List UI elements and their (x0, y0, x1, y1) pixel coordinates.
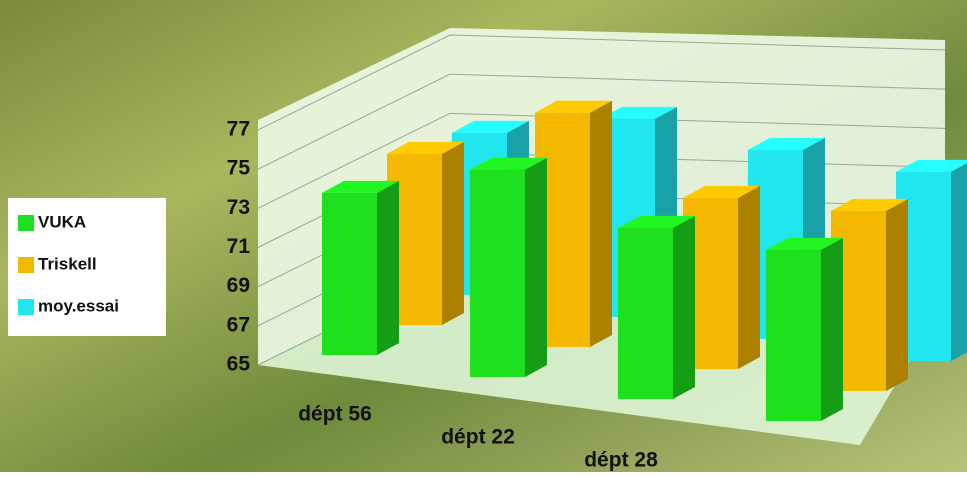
grid-line (257, 34, 946, 131)
bar-side (442, 141, 464, 325)
x-tick-label: dépt 28 (584, 449, 658, 472)
bar-top (618, 215, 695, 228)
bar-top (766, 237, 843, 250)
bar-top (600, 106, 677, 119)
bar-top (831, 198, 908, 211)
legend-swatch (18, 215, 34, 231)
x-tick-label: dépt 56 (298, 403, 372, 426)
legend-swatch (18, 257, 34, 273)
bar-side (821, 237, 843, 421)
legend-label: VUKA (38, 212, 86, 231)
legend-label: Triskell (38, 254, 97, 273)
bar-side (738, 185, 760, 369)
bar-top (683, 185, 760, 198)
bar (618, 227, 673, 399)
grid-line (257, 112, 946, 209)
bar-side (886, 198, 908, 391)
y-tick-label: 67 (227, 313, 250, 336)
y-tick-label: 65 (227, 353, 251, 376)
legend: VUKA Triskell moy.essai (8, 198, 166, 336)
y-tick-label: 71 (227, 235, 251, 258)
bar-top (452, 120, 529, 133)
legend-box (8, 198, 166, 336)
bar-top (535, 100, 612, 113)
bar-top (470, 157, 547, 170)
bar-top (896, 159, 967, 172)
y-tick-label: 69 (227, 274, 250, 297)
y-tick-label: 73 (227, 196, 250, 219)
bar (470, 169, 525, 377)
x-tick-label: dépt 22 (441, 426, 515, 449)
bar (766, 249, 821, 421)
bar-top (748, 137, 825, 150)
y-tick-label: 75 (227, 157, 251, 180)
legend-label: moy.essai (38, 296, 119, 315)
bar-side (951, 163, 967, 361)
grid-line (257, 73, 946, 170)
bar-top (387, 141, 464, 154)
bar-side (590, 100, 612, 348)
bar-side (673, 215, 695, 399)
bar (322, 192, 377, 355)
bar-side (525, 157, 547, 377)
y-tick-label: 77 (227, 118, 250, 141)
bar-top (322, 180, 399, 193)
legend-swatch (18, 299, 34, 315)
bar-side (377, 180, 399, 355)
